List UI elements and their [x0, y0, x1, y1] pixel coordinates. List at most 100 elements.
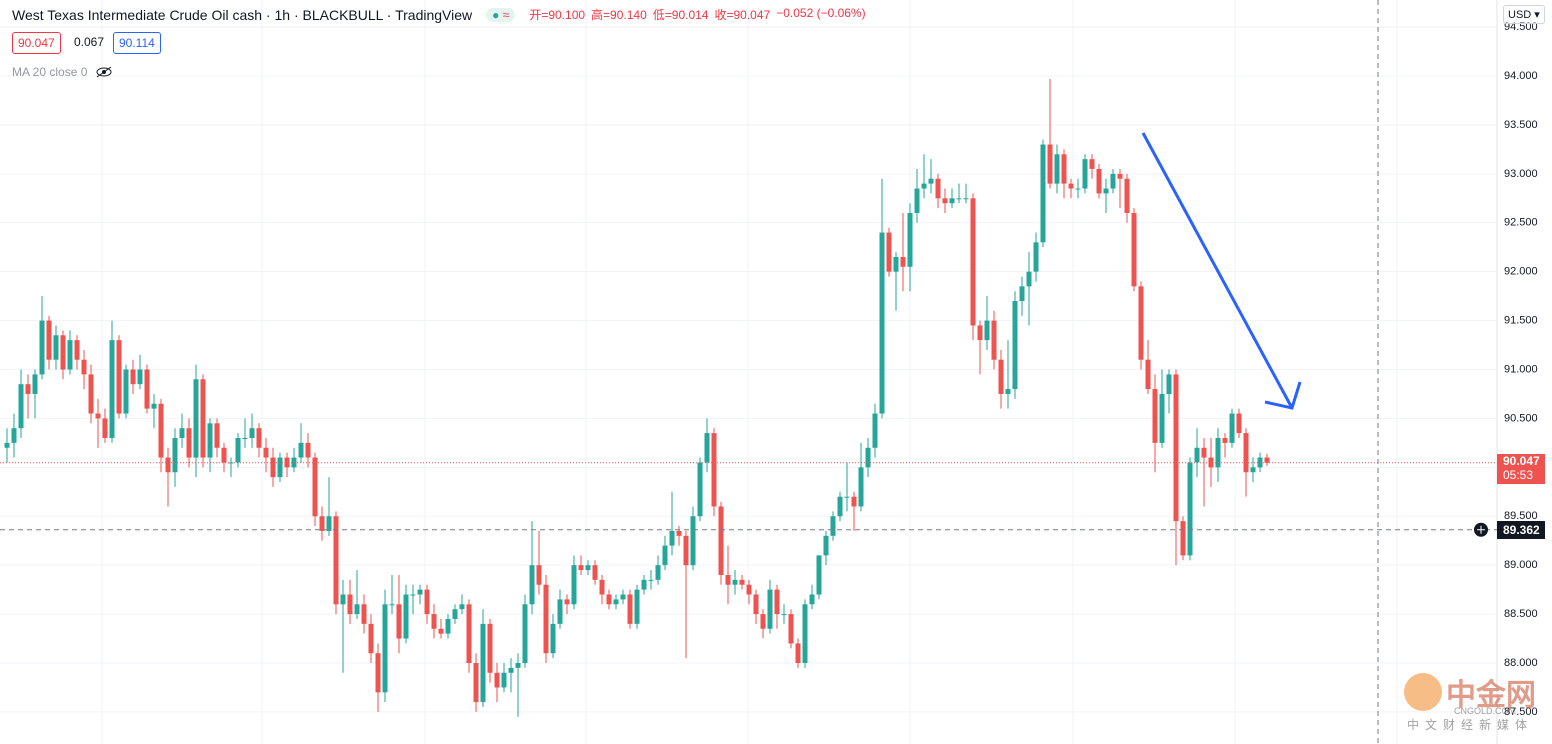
candle-body [879, 232, 885, 414]
candle-body [242, 437, 248, 439]
candle-body [333, 516, 339, 605]
candle-body [403, 594, 409, 639]
indicator-label: MA 20 close 0 [12, 65, 88, 79]
candle-body [1124, 178, 1130, 213]
candle-body [991, 320, 997, 360]
last-price: 90.047 [1503, 453, 1540, 468]
candle-body [151, 403, 157, 409]
candle-body [893, 257, 899, 272]
candle-body [872, 413, 878, 448]
candle-body [1222, 437, 1228, 443]
candle-body [221, 447, 227, 463]
candle-body [851, 496, 857, 507]
candle-body [410, 594, 416, 596]
candle-body [781, 614, 787, 616]
candle-body [711, 433, 717, 507]
candle-body [501, 672, 507, 688]
candle-body [956, 198, 962, 200]
candle-body [858, 467, 864, 507]
candle-body [1194, 447, 1200, 463]
candle-body [620, 594, 626, 600]
candle-body [1096, 168, 1102, 194]
candle-body [1075, 188, 1081, 190]
currency: USD [1508, 9, 1532, 21]
bid-button[interactable]: 90.047 [12, 32, 61, 54]
y-tick-label: 89.500 [1504, 510, 1538, 522]
candle-body [998, 359, 1004, 394]
candle-body [25, 384, 31, 394]
ohlc-close: 收=90.047 [714, 8, 771, 22]
candle-body [613, 599, 619, 605]
candle-body [109, 340, 115, 438]
candle-body [305, 442, 311, 458]
candle-body [179, 428, 185, 438]
candle-body [704, 433, 710, 463]
y-tick-label: 94.500 [1504, 21, 1538, 33]
candle-body [508, 667, 514, 673]
candle-body [235, 437, 241, 463]
candle-body [935, 178, 941, 199]
candle-body [1243, 433, 1249, 473]
candle-body [165, 457, 171, 473]
candle-body [144, 369, 150, 409]
candle-body [949, 198, 955, 204]
candle-body [1159, 393, 1165, 443]
candle-body [284, 457, 290, 468]
candle-body [669, 530, 675, 546]
candle-body [585, 565, 591, 571]
candle-body [389, 604, 395, 606]
candle-body [340, 594, 346, 605]
candle-body [648, 579, 654, 581]
candle-body [1250, 467, 1256, 473]
last-price-tag: 90.047 05:53 [1497, 453, 1545, 484]
candle-body [690, 516, 696, 566]
ask-button[interactable]: 90.114 [113, 32, 161, 54]
candle-body [1117, 173, 1123, 179]
candle-body [795, 643, 801, 663]
eye-icon[interactable] [95, 66, 113, 78]
add-alert-plus [1477, 525, 1485, 534]
candle-body [46, 320, 52, 360]
y-tick-label: 90.500 [1504, 412, 1538, 424]
candle-body [354, 604, 360, 615]
y-tick-label: 89.000 [1504, 559, 1538, 571]
candle-body [634, 589, 640, 624]
candle-body [249, 428, 255, 438]
chart-title: West Texas Intermediate Crude Oil cash ·… [12, 6, 473, 23]
candle-body [1264, 457, 1270, 463]
y-tick-label: 88.500 [1504, 608, 1538, 620]
candle-body [1040, 144, 1046, 243]
candle-body [732, 579, 738, 585]
candle-body [697, 462, 703, 517]
candle-body [928, 178, 934, 184]
currency-button[interactable]: USD ▾ [1503, 5, 1545, 24]
ohlc-change: −0.052 (−0.06%) [776, 6, 866, 20]
candle-body [417, 589, 423, 595]
candle-body [977, 325, 983, 341]
candle-body [116, 340, 122, 414]
crosshair-tag: 89.362 [1497, 520, 1545, 539]
countdown: 05:53 [1503, 467, 1534, 482]
candle-body [277, 457, 283, 478]
candle-body [1012, 301, 1018, 390]
candle-body [529, 565, 535, 605]
candle-body [480, 623, 486, 703]
candle-body [753, 594, 759, 615]
candle-body [830, 516, 836, 536]
candle-body [1215, 437, 1221, 468]
y-tick-label: 91.000 [1504, 363, 1538, 375]
ohlc-open: 开=90.100 [529, 8, 586, 22]
candle-body [263, 447, 269, 458]
candle-body [809, 594, 815, 605]
candle-body [557, 599, 563, 624]
candle-body [1082, 159, 1088, 189]
candle-body [172, 437, 178, 473]
candle-body [74, 340, 80, 360]
status-badge[interactable]: ● ≈ [486, 7, 516, 22]
candle-body [1103, 188, 1109, 194]
candle-body [1201, 447, 1207, 458]
candle-body [88, 374, 94, 414]
candle-body [641, 579, 647, 590]
trend-arrow [1141, 132, 1294, 409]
